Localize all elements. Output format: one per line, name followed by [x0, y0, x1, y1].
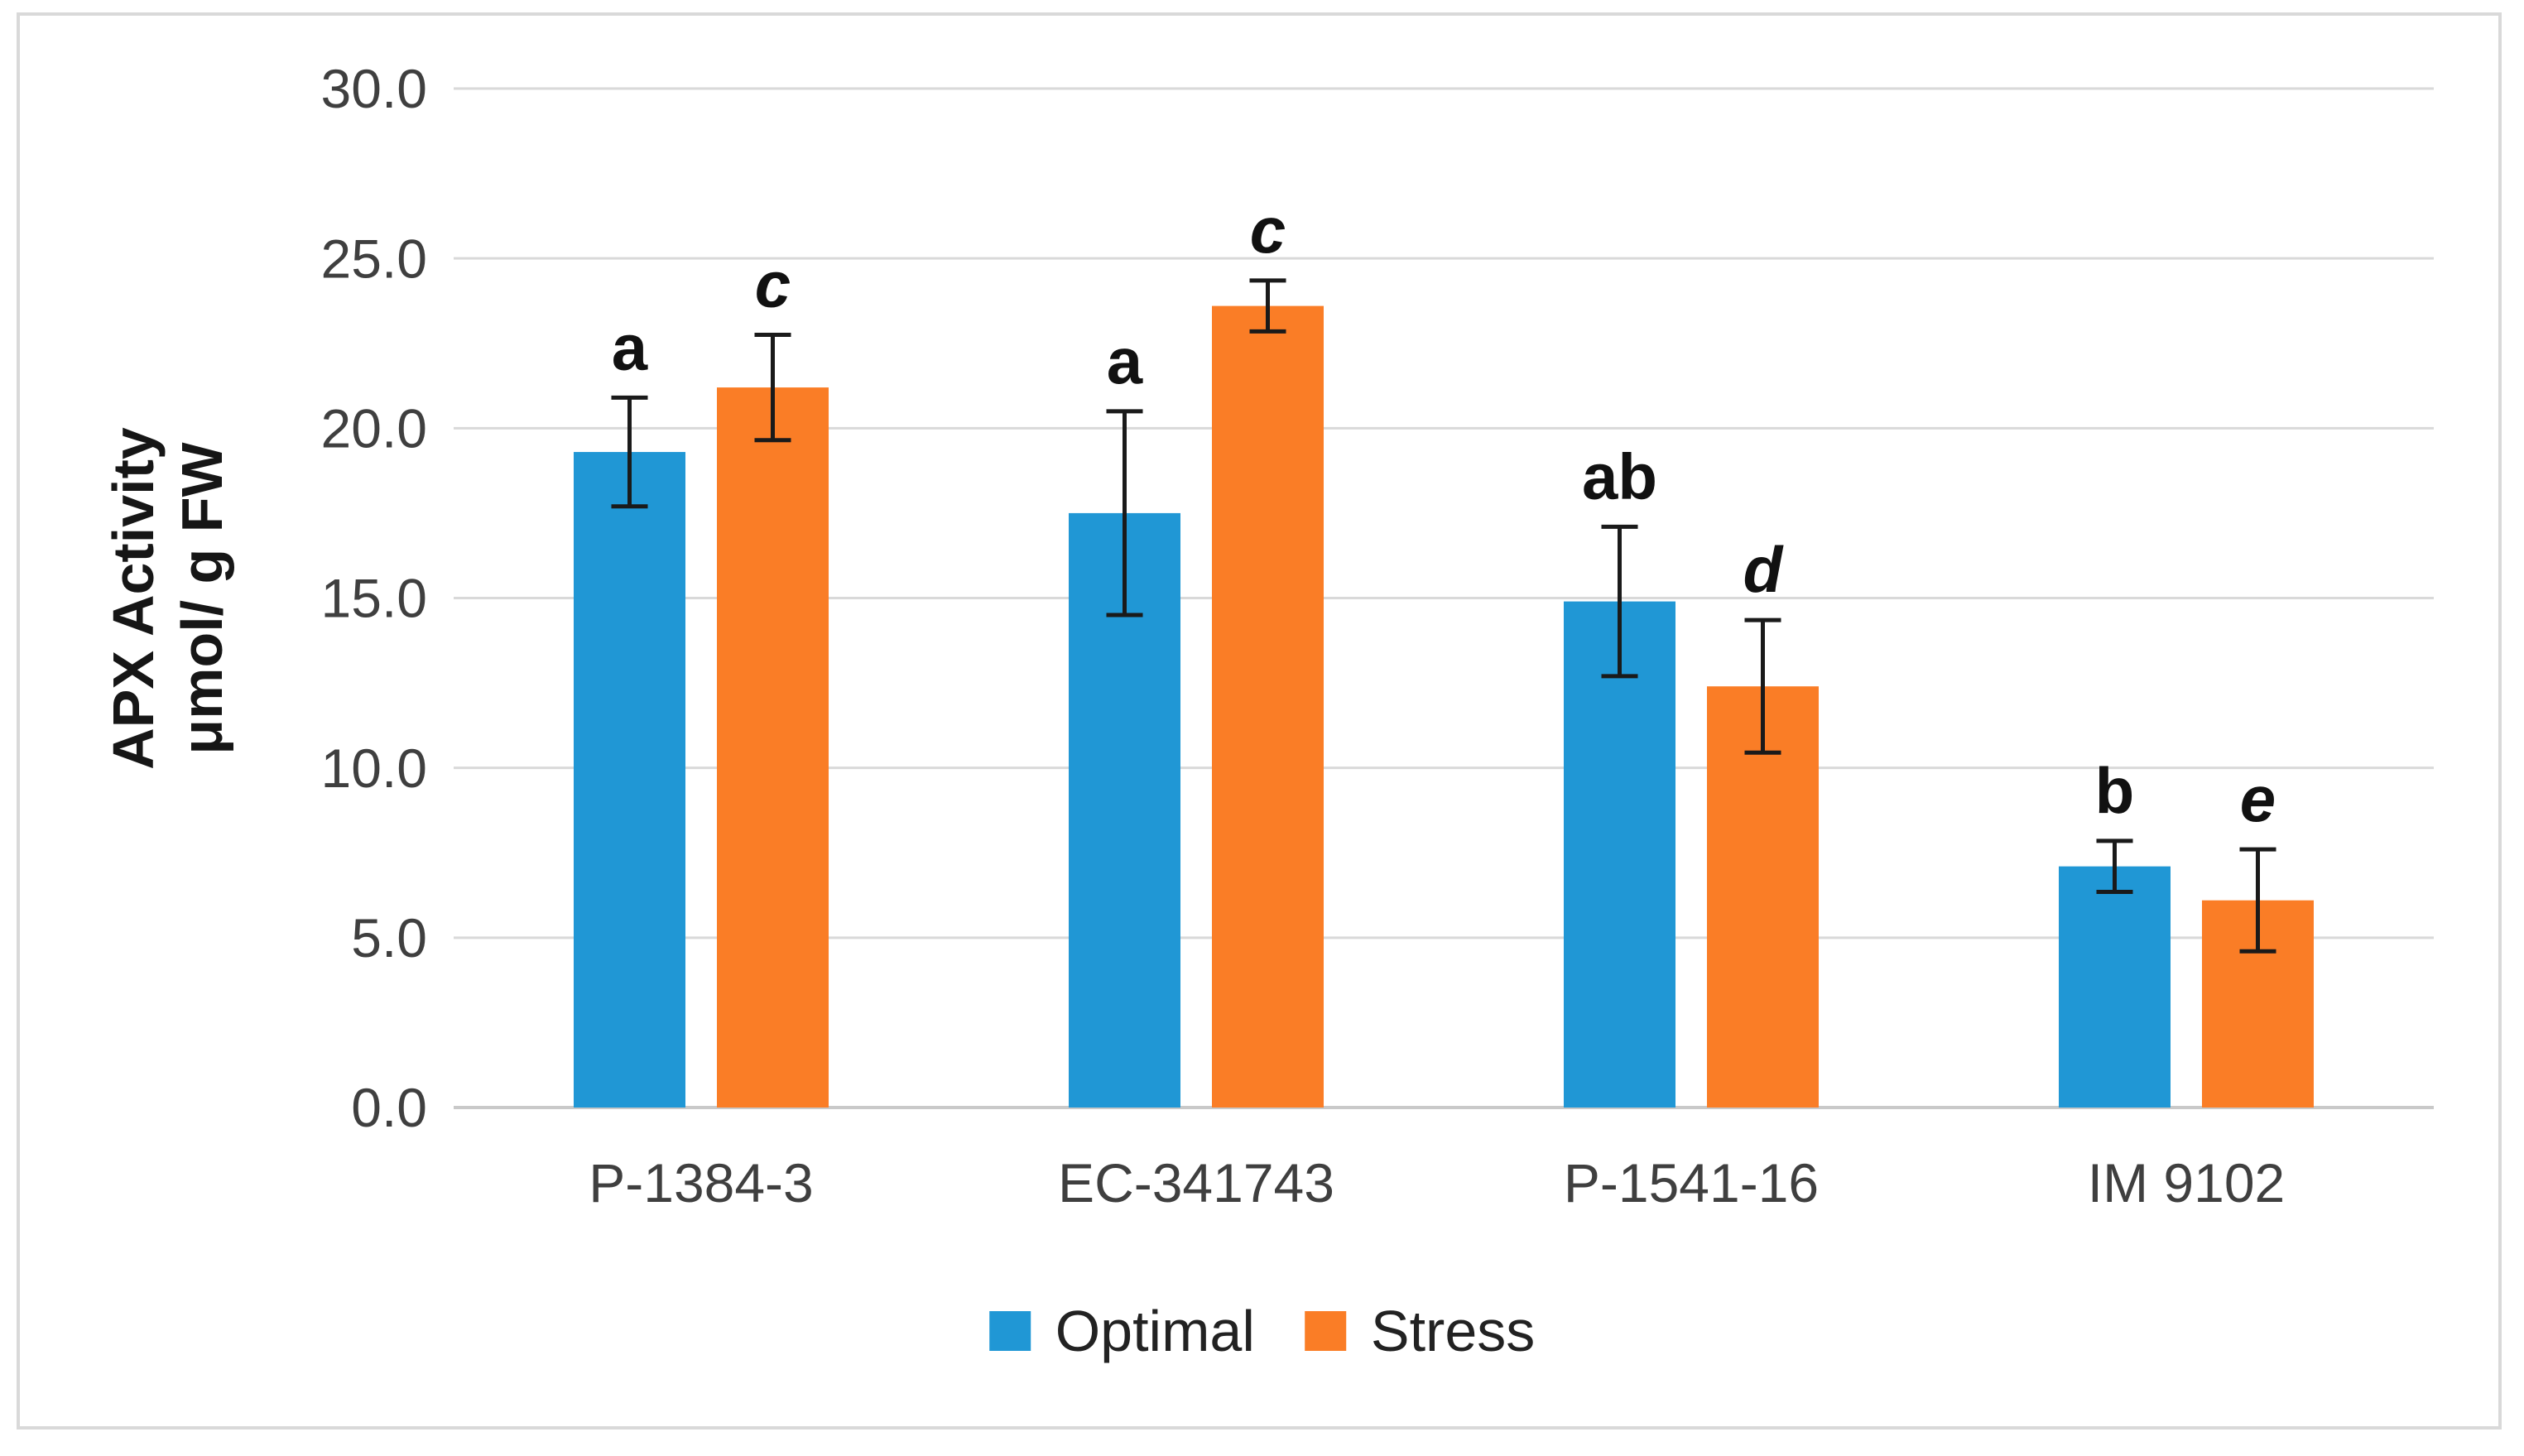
significance-letter: e [2240, 762, 2276, 835]
x-category-label: EC-341743 [1058, 1152, 1334, 1213]
legend-label-stress: Stress [1370, 1299, 1536, 1363]
y-tick-label: 25.0 [321, 228, 427, 289]
bar-optimal-p-1384-3 [574, 452, 685, 1108]
legend-swatch-stress [1304, 1311, 1346, 1351]
y-tick-label: 10.0 [321, 738, 427, 799]
y-tick-label: 5.0 [351, 907, 427, 968]
bar-stress-p-1384-3 [717, 387, 829, 1108]
x-category-label: P-1541-16 [1564, 1152, 1819, 1213]
significance-letter: a [612, 310, 648, 383]
significance-letter: a [1107, 324, 1143, 397]
bars-group [574, 305, 2314, 1108]
legend: Optimal Stress [988, 1298, 1536, 1364]
x-category-label: P-1384-3 [589, 1152, 814, 1213]
significance-letter: c [755, 247, 791, 320]
bar-stress-ec-341743 [1212, 305, 1324, 1108]
bar-optimal-p-1541-16 [1564, 601, 1675, 1108]
x-category-label: IM 9102 [2088, 1152, 2285, 1213]
significance-letter: c [1250, 194, 1286, 267]
significance-letters-group: a c a c ab d b e [612, 194, 2276, 835]
legend-item-optimal: Optimal [988, 1298, 1255, 1364]
bar-optimal-im-9102 [2059, 866, 2171, 1108]
significance-letter: ab [1582, 440, 1657, 512]
legend-label-optimal: Optimal [1055, 1299, 1255, 1363]
y-tick-label: 0.0 [351, 1077, 427, 1138]
y-axis-title-line1: APX Activity [101, 427, 166, 770]
x-category-labels-group: P-1384-3 EC-341743 P-1541-16 IM 9102 [589, 1152, 2285, 1213]
y-axis-title-line2: μmol/ g FW [170, 442, 234, 754]
y-tick-label: 15.0 [321, 568, 427, 629]
legend-item-stress: Stress [1304, 1298, 1536, 1364]
legend-swatch-optimal [988, 1311, 1031, 1351]
significance-letter: d [1743, 533, 1784, 606]
y-tick-label: 30.0 [321, 58, 427, 119]
bar-stress-p-1541-16 [1707, 686, 1819, 1108]
y-tick-label: 20.0 [321, 397, 427, 459]
error-bars-group [611, 278, 2276, 954]
significance-letter: b [2095, 754, 2135, 827]
y-tick-labels-group: 0.0 5.0 10.0 15.0 20.0 25.0 30.0 [321, 58, 427, 1138]
